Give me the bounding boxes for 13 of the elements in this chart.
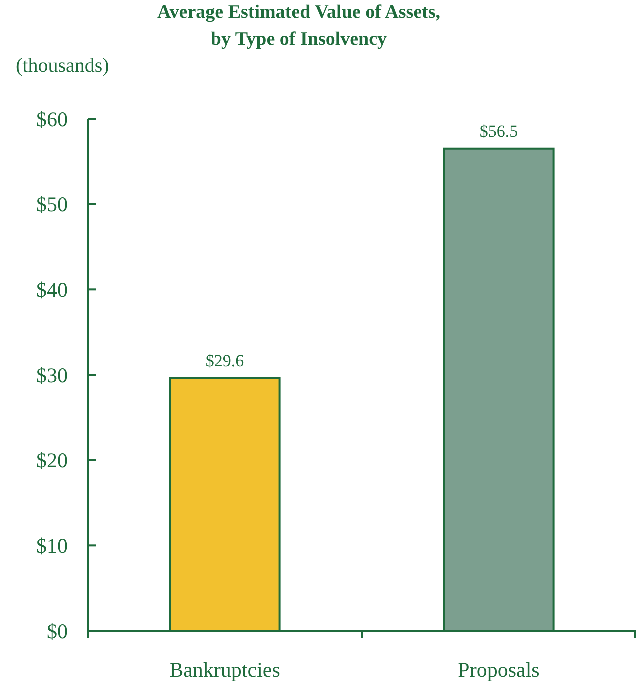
data-label: $29.6 <box>206 351 244 370</box>
y-tick-label: $10 <box>36 534 68 558</box>
x-tick-label: Bankruptcies <box>170 658 280 682</box>
y-axis-title: (thousands) <box>16 55 110 77</box>
y-tick-label: $20 <box>36 448 68 473</box>
y-tick-label: $40 <box>36 278 68 302</box>
y-tick-label: $60 <box>36 107 68 132</box>
y-tick-label: $30 <box>36 363 68 388</box>
y-tick-label: $0 <box>47 619 68 644</box>
data-label: $56.5 <box>480 122 518 141</box>
x-tick-label: Proposals <box>458 658 540 682</box>
chart-title: Average Estimated Value of Assets, by Type of Insolvency <box>157 2 441 50</box>
y-tick-label: $50 <box>36 192 68 217</box>
